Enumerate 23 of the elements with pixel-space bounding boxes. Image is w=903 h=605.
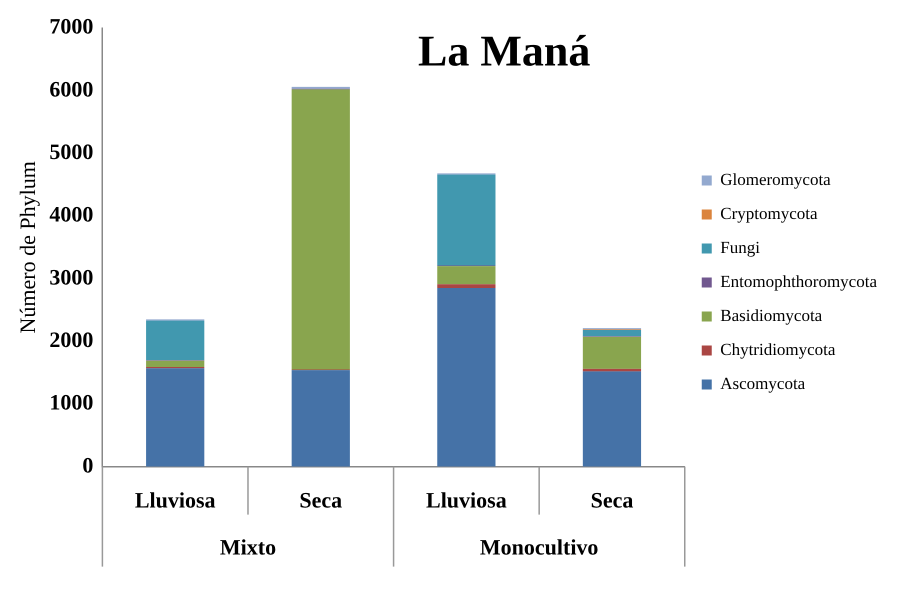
- legend-label: Ascomycota: [720, 374, 806, 393]
- y-tick-label: 4000: [49, 202, 94, 227]
- x-tick-label: Seca: [590, 487, 634, 512]
- y-tick-label: 6000: [49, 76, 94, 102]
- x-tick-label: Lluviosa: [134, 487, 216, 512]
- y-tick-label: 7000: [49, 14, 94, 39]
- y-axis-title: Número de Phylum: [14, 161, 40, 334]
- y-tick-label: 5000: [49, 139, 94, 164]
- y-tick-label: 0: [82, 452, 94, 478]
- chart-title: La Maná: [418, 26, 590, 76]
- legend-label: Glomeromycota: [720, 170, 832, 189]
- legend-label: Fungi: [720, 238, 760, 257]
- y-tick-label: 1000: [49, 390, 94, 415]
- legend-label: Chytridiomycota: [720, 340, 836, 359]
- y-tick-label: 3000: [49, 264, 94, 290]
- text: Monocultivo: [480, 534, 598, 560]
- legend-label: Cryptomycota: [720, 204, 818, 223]
- x-tick-label: Lluviosa: [426, 487, 507, 512]
- legend-label: Basidiomycota: [720, 306, 823, 325]
- legend-label: Entomophthoromycota: [720, 272, 878, 291]
- y-tick-label: 2000: [49, 326, 94, 352]
- text: Mixto: [220, 534, 276, 560]
- x-tick-label: Seca: [299, 487, 342, 512]
